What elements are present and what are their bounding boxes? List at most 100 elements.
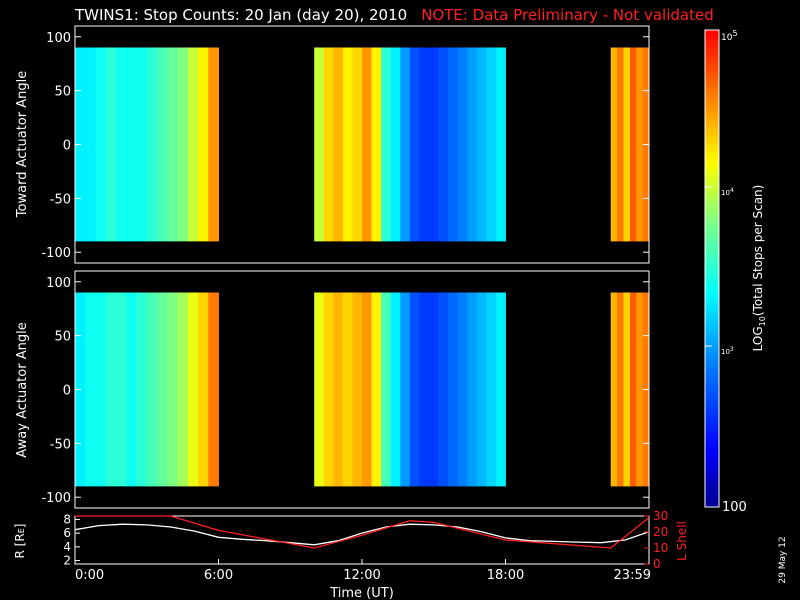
toward-cell <box>177 47 189 242</box>
toward-cell <box>323 47 334 242</box>
toward-cell <box>610 47 618 242</box>
away-ytick-label: 0 <box>63 384 71 399</box>
colorbar-tick-label-top: 105 <box>721 29 738 43</box>
toward-cell <box>457 47 468 242</box>
away-heatmap-panel: 100 50 0 -50 -100 Away Actuator Angle <box>15 270 650 509</box>
toward-cell <box>187 47 199 242</box>
toward-cell <box>400 47 411 242</box>
colorbar-gradient <box>704 29 720 508</box>
toward-cell <box>390 47 401 242</box>
toward-cell <box>636 47 643 242</box>
away-cell <box>629 292 637 487</box>
r-distance-line <box>74 523 650 546</box>
lshell-axis-label: L Shell <box>675 521 689 561</box>
toward-cell <box>486 47 497 242</box>
away-cell <box>187 292 199 487</box>
away-cell <box>438 292 449 487</box>
away-ytick-label: -50 <box>50 437 71 452</box>
toward-cell <box>429 47 439 242</box>
toward-cell <box>448 47 459 242</box>
toward-cell <box>208 47 219 242</box>
away-cell <box>167 292 178 487</box>
toward-heatmap-panel: 100 50 0 -50 -100 Toward Actuator Angle <box>15 25 650 264</box>
away-ytick-label: 50 <box>54 330 71 345</box>
away-cell <box>157 292 168 487</box>
away-ytick-label: 100 <box>46 276 71 291</box>
away-cell <box>126 292 137 487</box>
away-cell <box>476 292 487 487</box>
colorbar: 105 104 103 100 LOG10(Total Stops per Sc… <box>704 29 767 515</box>
toward-ylabel: Toward Actuator Angle <box>15 71 30 218</box>
away-cell <box>457 292 468 487</box>
away-cell <box>617 292 624 487</box>
toward-cell <box>352 47 363 242</box>
away-cell <box>610 292 618 487</box>
away-cell <box>333 292 344 487</box>
preliminary-note: NOTE: Data Preliminary - Not validated <box>421 6 714 24</box>
toward-cell <box>167 47 178 242</box>
plot-title: TWINS1: Stop Counts: 20 Jan (day 20), 20… <box>75 6 714 24</box>
toward-cell <box>105 47 117 242</box>
toward-cell <box>342 47 353 242</box>
away-cell <box>95 292 107 487</box>
away-cell <box>400 292 411 487</box>
toward-cell <box>617 47 624 242</box>
colorbar-tick-label-mid: 104 <box>721 187 734 197</box>
toward-cell <box>409 47 420 242</box>
away-cell <box>116 292 127 487</box>
away-cell <box>323 292 334 487</box>
lshell-ytick-label: 0 <box>653 557 661 571</box>
away-cell <box>448 292 459 487</box>
toward-cell <box>146 47 158 242</box>
title-text: TWINS1: Stop Counts: 20 Jan (day 20), 20… <box>75 6 408 24</box>
x-tick-label: 0:00 <box>75 568 104 583</box>
away-cell <box>636 292 643 487</box>
toward-cell <box>198 47 209 242</box>
toward-cell <box>314 47 325 242</box>
x-tick-label: 18:00 <box>487 568 524 583</box>
toward-cell <box>381 47 392 242</box>
toward-cell <box>136 47 148 242</box>
lshell-ytick-label: 20 <box>653 525 668 539</box>
toward-cell <box>476 47 487 242</box>
r-ytick-label: 2 <box>63 554 71 568</box>
away-cell <box>85 292 96 487</box>
toward-cell <box>629 47 637 242</box>
away-cell <box>381 292 392 487</box>
lshell-ytick-label: 10 <box>653 541 668 555</box>
x-tick-label: 23:59 <box>614 568 651 583</box>
away-ylabel: Away Actuator Angle <box>15 322 30 457</box>
toward-cell <box>467 47 478 242</box>
toward-ytick-label: 50 <box>54 85 71 100</box>
away-cell <box>429 292 439 487</box>
toward-cell <box>371 47 382 242</box>
orbit-panel-frame <box>74 515 650 565</box>
away-cell <box>146 292 158 487</box>
away-cell <box>342 292 353 487</box>
away-cell <box>208 292 219 487</box>
toward-ytick-label: 0 <box>63 139 71 154</box>
toward-cell <box>438 47 449 242</box>
toward-cell <box>85 47 96 242</box>
toward-cell <box>623 47 631 242</box>
r-ytick-label: 8 <box>63 512 71 526</box>
away-cell <box>419 292 430 487</box>
toward-cell <box>419 47 430 242</box>
away-cell <box>409 292 420 487</box>
toward-cell <box>157 47 168 242</box>
away-cell <box>623 292 631 487</box>
away-cell <box>495 292 506 487</box>
toward-cell <box>495 47 506 242</box>
away-cell <box>362 292 372 487</box>
colorbar-label: LOG10(Total Stops per Scan) <box>751 185 767 352</box>
colorbar-tick-label-bottom: 100 <box>722 500 747 515</box>
r-ytick-label: 4 <box>63 540 71 554</box>
away-cell <box>198 292 209 487</box>
toward-ytick-label: -100 <box>41 246 71 261</box>
x-axis-label: Time (UT) <box>329 586 394 600</box>
lshell-line <box>75 515 650 549</box>
away-cell <box>136 292 148 487</box>
x-tick-label: 12:00 <box>343 568 380 583</box>
lshell-ytick-label: 30 <box>653 509 668 523</box>
